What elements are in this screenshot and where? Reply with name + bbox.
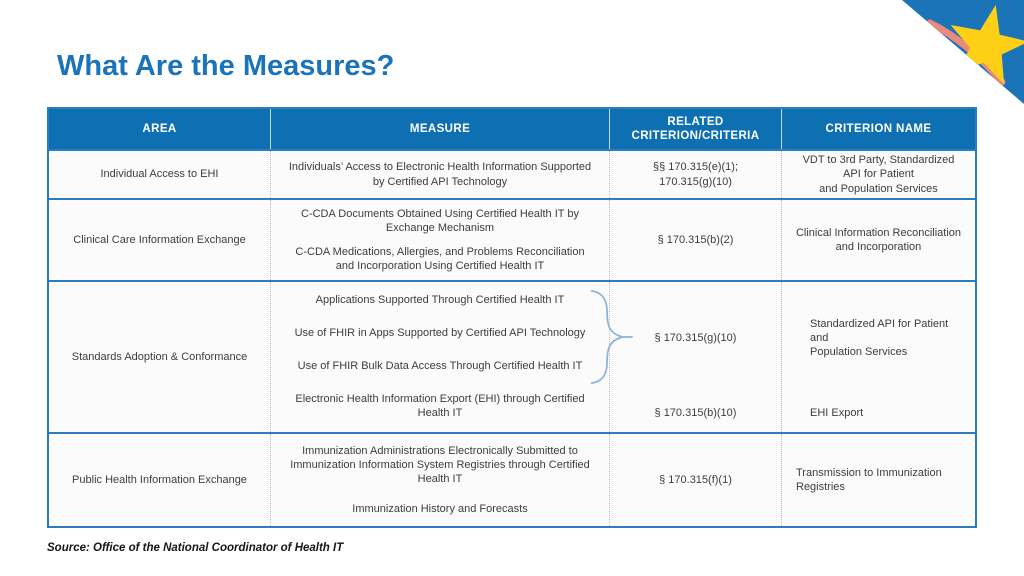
criterion-name-item: Standardized API for Patient and Populat… [810, 318, 949, 359]
measure-item: Electronic Health Information Export (EH… [295, 393, 585, 420]
area-cell: Standards Adoption & Conformance [71, 350, 248, 363]
criteria-item: § 170.315(g)(10) [654, 332, 737, 345]
page-title: What Are the Measures? [57, 50, 395, 82]
criterion-name-cell: Standardized API for Patient and Populat… [781, 282, 975, 432]
area-cell: Individual Access to EHI [100, 168, 219, 181]
curly-brace-icon [590, 289, 633, 385]
measure-cell: Immunization Administrations Electronica… [270, 434, 609, 526]
criteria-cell: § 170.315(b)(2) [609, 200, 781, 280]
source-note: Source: Office of the National Coordinat… [47, 542, 344, 554]
measure-item: C-CDA Medications, Allergies, and Proble… [295, 245, 585, 272]
measure-item: Immunization History and Forecasts [352, 503, 528, 515]
measure-cell: Individuals’ Access to Electronic Health… [270, 151, 609, 198]
measure-item: Applications Supported Through Certified… [315, 294, 565, 307]
measure-item: Immunization Administrations Electronica… [290, 444, 590, 486]
header-related-criteria: RELATED CRITERION/CRITERIA [609, 109, 781, 149]
criterion-name-cell: Clinical Information Reconciliation and … [781, 200, 975, 280]
measure-item: Use of FHIR in Apps Supported by Certifi… [294, 327, 586, 340]
table-row: Public Health Information Exchange Immun… [49, 432, 975, 526]
criteria-cell: § 170.315(f)(1) [609, 434, 781, 526]
org-logo [902, 0, 1024, 104]
measure-cell: Applications Supported Through Certified… [270, 282, 609, 432]
header-measure: MEASURE [270, 109, 609, 149]
area-cell: Clinical Care Information Exchange [73, 233, 246, 246]
measure-cell: C-CDA Documents Obtained Using Certified… [270, 200, 609, 280]
criteria-item: § 170.315(b)(10) [654, 407, 737, 420]
area-cell: Public Health Information Exchange [72, 473, 247, 486]
table-header-row: AREA MEASURE RELATED CRITERION/CRITERIA … [49, 109, 975, 149]
criterion-name-cell: Transmission to Immunization Registries [781, 434, 975, 526]
criteria-cell: § 170.315(g)(10) § 170.315(b)(10) [609, 282, 781, 432]
criterion-name-cell: VDT to 3rd Party, Standardized API for P… [781, 151, 975, 198]
header-criterion-name: CRITERION NAME [781, 109, 975, 149]
criteria-cell: §§ 170.315(e)(1); 170.315(g)(10) [609, 151, 781, 198]
criterion-name-item: EHI Export [810, 407, 864, 420]
header-area: AREA [142, 122, 177, 135]
measures-table: AREA MEASURE RELATED CRITERION/CRITERIA … [47, 107, 977, 528]
table-row: Individual Access to EHI Individuals’ Ac… [49, 149, 975, 198]
measure-item: Use of FHIR Bulk Data Access Through Cer… [297, 360, 583, 373]
table-row: Clinical Care Information Exchange C-CDA… [49, 198, 975, 280]
measure-item: C-CDA Documents Obtained Using Certified… [301, 207, 579, 234]
table-row: Standards Adoption & Conformance Applica… [49, 280, 975, 432]
